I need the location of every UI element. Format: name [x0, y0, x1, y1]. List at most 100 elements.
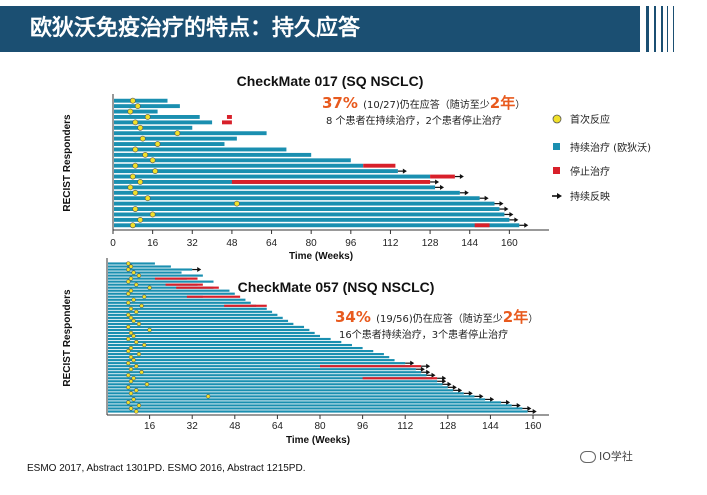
- treatment-bar: [108, 346, 363, 350]
- treatment-bar: [114, 185, 436, 190]
- treatment-bar: [108, 383, 443, 386]
- stopped-bar: [320, 365, 422, 368]
- first-response-marker: [128, 288, 134, 293]
- first-response-marker: [128, 379, 134, 384]
- ongoing-arrow-head: [509, 211, 514, 217]
- treatment-bar: [108, 289, 230, 292]
- ongoing-arrow-head: [435, 179, 440, 185]
- stopped-bar: [231, 180, 431, 184]
- treatment-bar: [114, 169, 398, 174]
- treatment-bar: [108, 262, 155, 265]
- first-response-marker: [142, 342, 147, 348]
- ongoing-arrow-head: [440, 184, 445, 190]
- x-axis-label: Time (Weeks): [286, 435, 350, 446]
- stopped-bar: [165, 283, 203, 286]
- ongoing-arrow-head: [506, 399, 511, 405]
- first-response-marker: [132, 189, 139, 196]
- first-response-marker: [174, 130, 181, 137]
- first-response-marker: [136, 403, 142, 408]
- first-response-marker: [128, 264, 134, 269]
- x-tick-label: 112: [397, 421, 413, 432]
- x-tick-label: 160: [525, 421, 542, 432]
- ongoing-arrow-head: [410, 360, 415, 366]
- treatment-bar: [108, 386, 448, 389]
- treatment-bar: [108, 304, 257, 307]
- treatment-bar: [108, 356, 390, 359]
- first-response-marker: [134, 309, 139, 315]
- treatment-bar: [108, 307, 267, 310]
- ongoing-arrow-head: [468, 390, 473, 396]
- legend-label: 持续治疗 (欧狄沃): [570, 141, 651, 154]
- ongoing-arrow-head: [490, 396, 495, 402]
- first-response-marker: [131, 318, 136, 324]
- first-response-marker: [126, 385, 131, 390]
- annotation-line-1: 37% (10/27)仍在应答（随访至少2年）: [322, 94, 525, 112]
- x-tick-label: 128: [422, 238, 439, 249]
- chart-title: CheckMate 057 (NSQ NSCLC): [238, 279, 435, 295]
- ongoing-arrow-head: [514, 217, 519, 223]
- treatment-bar: [114, 115, 200, 119]
- ongoing-arrow-head: [464, 190, 469, 196]
- first-response-marker: [131, 376, 136, 381]
- treatment-bar: [108, 268, 193, 271]
- first-response-marker: [154, 141, 161, 147]
- ongoing-arrow-head: [442, 378, 447, 384]
- treatment-bar: [108, 398, 486, 401]
- treatment-bar: [114, 125, 193, 130]
- treatment-bar: [114, 98, 168, 103]
- first-response-marker: [131, 297, 136, 302]
- first-response-marker: [136, 351, 142, 357]
- treatment-bar: [108, 265, 171, 268]
- treatment-bar: [114, 104, 180, 109]
- first-response-marker: [142, 151, 149, 158]
- stopped-bar: [222, 120, 232, 125]
- ongoing-arrow-head: [459, 174, 464, 180]
- response-rate: 34%: [335, 308, 376, 326]
- treatment-bar: [114, 217, 510, 222]
- ongoing-arrow-head: [420, 366, 425, 372]
- title-bar: 欧狄沃免疫治疗的特点：持久应答: [0, 6, 640, 52]
- first-response-marker: [132, 119, 139, 126]
- stopped-bar: [362, 377, 438, 380]
- ongoing-arrow-head: [402, 168, 407, 174]
- treatment-bar: [114, 201, 495, 206]
- treatment-bar: [108, 401, 502, 404]
- first-response-marker: [126, 348, 131, 354]
- first-response-marker: [132, 162, 139, 169]
- stopped-bar: [154, 277, 198, 280]
- treatment-bar: [108, 319, 289, 322]
- response-detail: (19/56)仍在应答（随访至少: [376, 312, 503, 325]
- first-response-marker: [127, 184, 134, 191]
- chat-icon: [580, 451, 596, 463]
- treatment-bar: [108, 407, 523, 410]
- first-response-marker: [126, 360, 131, 366]
- treatment-bar: [114, 212, 505, 217]
- treatment-bar: [108, 292, 235, 295]
- treatment-bar: [108, 334, 321, 338]
- treatment-bar: [108, 395, 475, 398]
- x-tick-label: 96: [345, 238, 357, 249]
- ongoing-arrow-head: [516, 402, 521, 408]
- x-tick-label: 144: [461, 238, 478, 249]
- first-response-marker: [131, 397, 136, 402]
- stopped-bar: [474, 223, 490, 228]
- first-response-marker: [126, 324, 131, 330]
- treatment-bar: [108, 389, 454, 392]
- x-tick-label: 64: [272, 421, 284, 432]
- first-response-marker: [137, 124, 144, 131]
- first-response-marker: [128, 330, 134, 336]
- first-response-marker: [128, 354, 134, 360]
- x-tick-label: 80: [314, 421, 326, 432]
- ongoing-arrow-head: [458, 387, 463, 393]
- first-response-marker: [139, 303, 144, 308]
- stopped-bar: [363, 163, 396, 168]
- first-response-marker: [134, 388, 139, 393]
- treatment-bar: [108, 328, 310, 332]
- first-response-marker: [129, 173, 136, 180]
- treatment-bar: [108, 283, 198, 286]
- legend-arrow-icon: [557, 193, 562, 199]
- treatment-bar: [108, 280, 214, 283]
- treatment-bar: [108, 331, 315, 335]
- first-response-marker: [131, 357, 136, 363]
- x-tick-label: 32: [187, 238, 199, 249]
